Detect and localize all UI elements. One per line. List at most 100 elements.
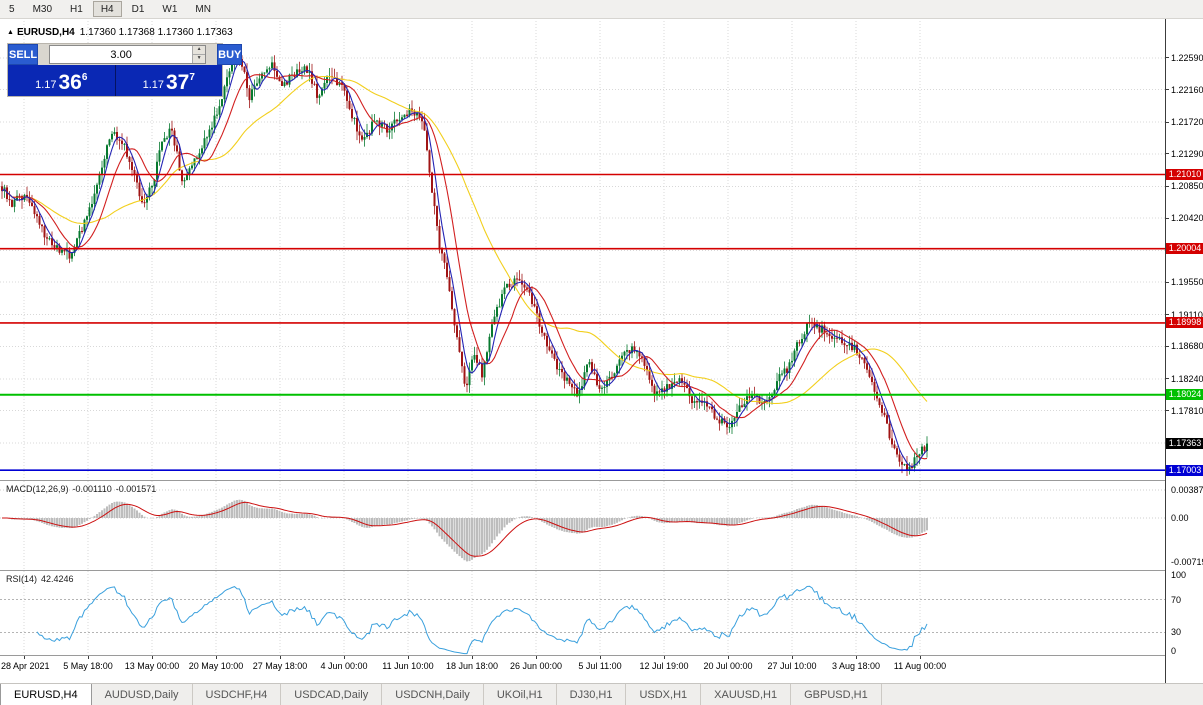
time-axis-label: 11 Aug 00:00 — [893, 661, 947, 671]
sell-price-display[interactable]: 1.17 36 6 — [8, 65, 115, 96]
time-axis-tick-mark — [24, 656, 25, 659]
price-axis-tick: 1.19550 — [1171, 277, 1203, 288]
price-axis-tick: 1.18680 — [1171, 341, 1203, 352]
time-axis-tick-mark — [920, 656, 921, 659]
sell-price-big-digits: 36 — [58, 71, 82, 94]
sell-price-prefix: 1.17 — [35, 79, 57, 91]
time-axis-label: 13 May 00:00 — [124, 661, 180, 671]
rsi-panel-resize-handle[interactable] — [0, 570, 1203, 571]
macd-axis-tick: -0.00719 — [1171, 557, 1203, 567]
price-axis-tick: 1.17810 — [1171, 405, 1203, 416]
price-axis-tick: 1.22160 — [1171, 84, 1203, 95]
subwindow-collapse-icon[interactable]: ▲ — [7, 29, 14, 36]
buy-price-display[interactable]: 1.17 37 7 — [116, 65, 223, 96]
chart-tab-xauusd[interactable]: XAUUSD,H1 — [701, 684, 792, 705]
trade-panel-controls: SELL ▲ ▼ BUY — [8, 44, 243, 65]
time-axis-tick-mark — [664, 656, 665, 659]
timeframe-button-d1[interactable]: D1 — [124, 1, 153, 17]
price-level-label: 1.20004 — [1166, 243, 1203, 255]
price-axis-tick: 1.21290 — [1171, 148, 1203, 159]
time-axis-tick-mark — [216, 656, 217, 659]
price-level-label: 1.21010 — [1166, 168, 1203, 180]
macd-panel-resize-handle[interactable] — [0, 480, 1203, 481]
timeframe-button-5[interactable]: 5 — [1, 1, 23, 17]
time-axis-label: 27 May 18:00 — [252, 661, 308, 671]
macd-indicator-label: MACD(12,26,9) -0.001110 -0.001571 — [6, 484, 160, 494]
buy-button[interactable]: BUY — [217, 44, 243, 65]
timeframe-button-w1[interactable]: W1 — [154, 1, 185, 17]
timeframe-button-m30[interactable]: M30 — [25, 1, 60, 17]
time-axis-label: 26 Jun 00:00 — [509, 661, 563, 671]
time-axis-tick-mark — [792, 656, 793, 659]
time-axis-tick-mark — [472, 656, 473, 659]
macd-panel-canvas[interactable] — [0, 481, 1165, 570]
rsi-panel-canvas[interactable] — [0, 571, 1165, 655]
time-axis-tick-mark — [280, 656, 281, 659]
time-axis-label: 27 Jul 10:00 — [767, 661, 817, 671]
chart-ohlc-values: 1.17360 1.17368 1.17360 1.17363 — [79, 27, 233, 38]
buy-price-pipette: 7 — [189, 72, 195, 83]
rsi-axis-tick: 0 — [1171, 646, 1177, 656]
chart-tab-ukoil[interactable]: UKOil,H1 — [484, 684, 557, 705]
main-chart-canvas[interactable] — [0, 18, 1165, 480]
time-axis-label: 20 Jul 00:00 — [703, 661, 753, 671]
horizontal-level-lines — [0, 173, 1165, 472]
sell-button[interactable]: SELL — [8, 44, 39, 65]
timeframe-button-h4[interactable]: H4 — [92, 1, 122, 17]
chart-tab-usdcad[interactable]: USDCAD,Daily — [281, 684, 383, 705]
rsi-axis-tick: 30 — [1171, 627, 1182, 638]
price-axis-tick-mark — [1166, 345, 1169, 347]
timeframe-toolbar: 5 M30 H1 H4 D1 W1 MN — [0, 0, 1203, 19]
price-axis-tick-mark — [1166, 314, 1169, 316]
chart-tab-gbpusd[interactable]: GBPUSD,H1 — [791, 684, 882, 705]
macd-axis-tick: 0.00 — [1171, 513, 1189, 523]
macd-axis-tick: 0.00387 — [1171, 484, 1203, 495]
timeframe-button-h1[interactable]: H1 — [62, 1, 91, 17]
chart-tab-bar: EURUSD,H4 AUDUSD,Daily USDCHF,H4 USDCAD,Dai… — [0, 683, 1203, 705]
moving-averages — [1, 59, 928, 468]
lot-spin-up-icon[interactable]: ▲ — [193, 46, 206, 54]
time-axis-label: 5 May 18:00 — [63, 661, 113, 671]
chart-tab-audusd[interactable]: AUDUSD,Daily — [92, 684, 193, 705]
price-axis-tick-mark — [1166, 217, 1169, 219]
time-axis-tick-mark — [536, 656, 537, 659]
chart-tab-eurusd[interactable]: EURUSD,H4 — [0, 684, 92, 705]
timeframe-button-mn[interactable]: MN — [187, 1, 219, 17]
price-axis-tick: 1.18240 — [1171, 373, 1203, 384]
time-axis-tick-mark — [600, 656, 601, 659]
buy-price-prefix: 1.17 — [142, 79, 164, 91]
price-axis-tick: 1.19110 — [1171, 309, 1203, 320]
price-divider — [114, 65, 116, 96]
chart-tab-usdchf[interactable]: USDCHF,H4 — [193, 684, 282, 705]
rsi-value: 42.4246 — [41, 574, 74, 584]
price-axis-tick-mark — [1166, 89, 1169, 91]
sell-price-pipette: 6 — [81, 72, 88, 83]
chart-tab-usdx[interactable]: USDX,H1 — [626, 684, 702, 705]
lot-size-input[interactable] — [50, 46, 193, 63]
time-axis-tick-mark — [88, 656, 89, 659]
rsi-axis-tick: 70 — [1171, 594, 1182, 605]
price-axis-tick-mark — [1166, 410, 1169, 412]
macd-signal-line — [2, 501, 928, 557]
time-axis-tick-mark — [344, 656, 345, 659]
price-axis-tick: 1.22590 — [1171, 52, 1203, 63]
price-axis-tick-mark — [1166, 57, 1169, 59]
lot-spin-down-icon[interactable]: ▼ — [193, 54, 206, 63]
chart-tab-dj30[interactable]: DJ30,H1 — [557, 684, 627, 705]
rsi-axis-tick: 100 — [1171, 570, 1187, 580]
macd-histogram — [3, 499, 928, 562]
time-axis-tick-mark — [408, 656, 409, 659]
time-axis[interactable]: 28 Apr 2021 5 May 18:00 13 May 00:00 20 May… — [0, 656, 1203, 683]
time-axis-label: 20 May 10:00 — [188, 661, 244, 671]
chart-title: ▲ EURUSD,H4 1.17360 1.17368 1.17360 1.1736… — [7, 27, 233, 38]
chart-tab-usdcnh[interactable]: USDCNH,Daily — [382, 684, 484, 705]
price-level-label: 1.18998 — [1166, 317, 1203, 329]
macd-main-value: -0.001110 — [72, 484, 112, 494]
time-axis-label: 3 Aug 18:00 — [831, 661, 881, 671]
price-axis[interactable]: 1.22590 1.22160 1.21720 1.21290 1.20850 1.204… — [1165, 18, 1203, 683]
time-axis-tick-mark — [728, 656, 729, 659]
rsi-line — [36, 585, 928, 655]
time-axis-label: 4 Jun 00:00 — [320, 661, 368, 671]
